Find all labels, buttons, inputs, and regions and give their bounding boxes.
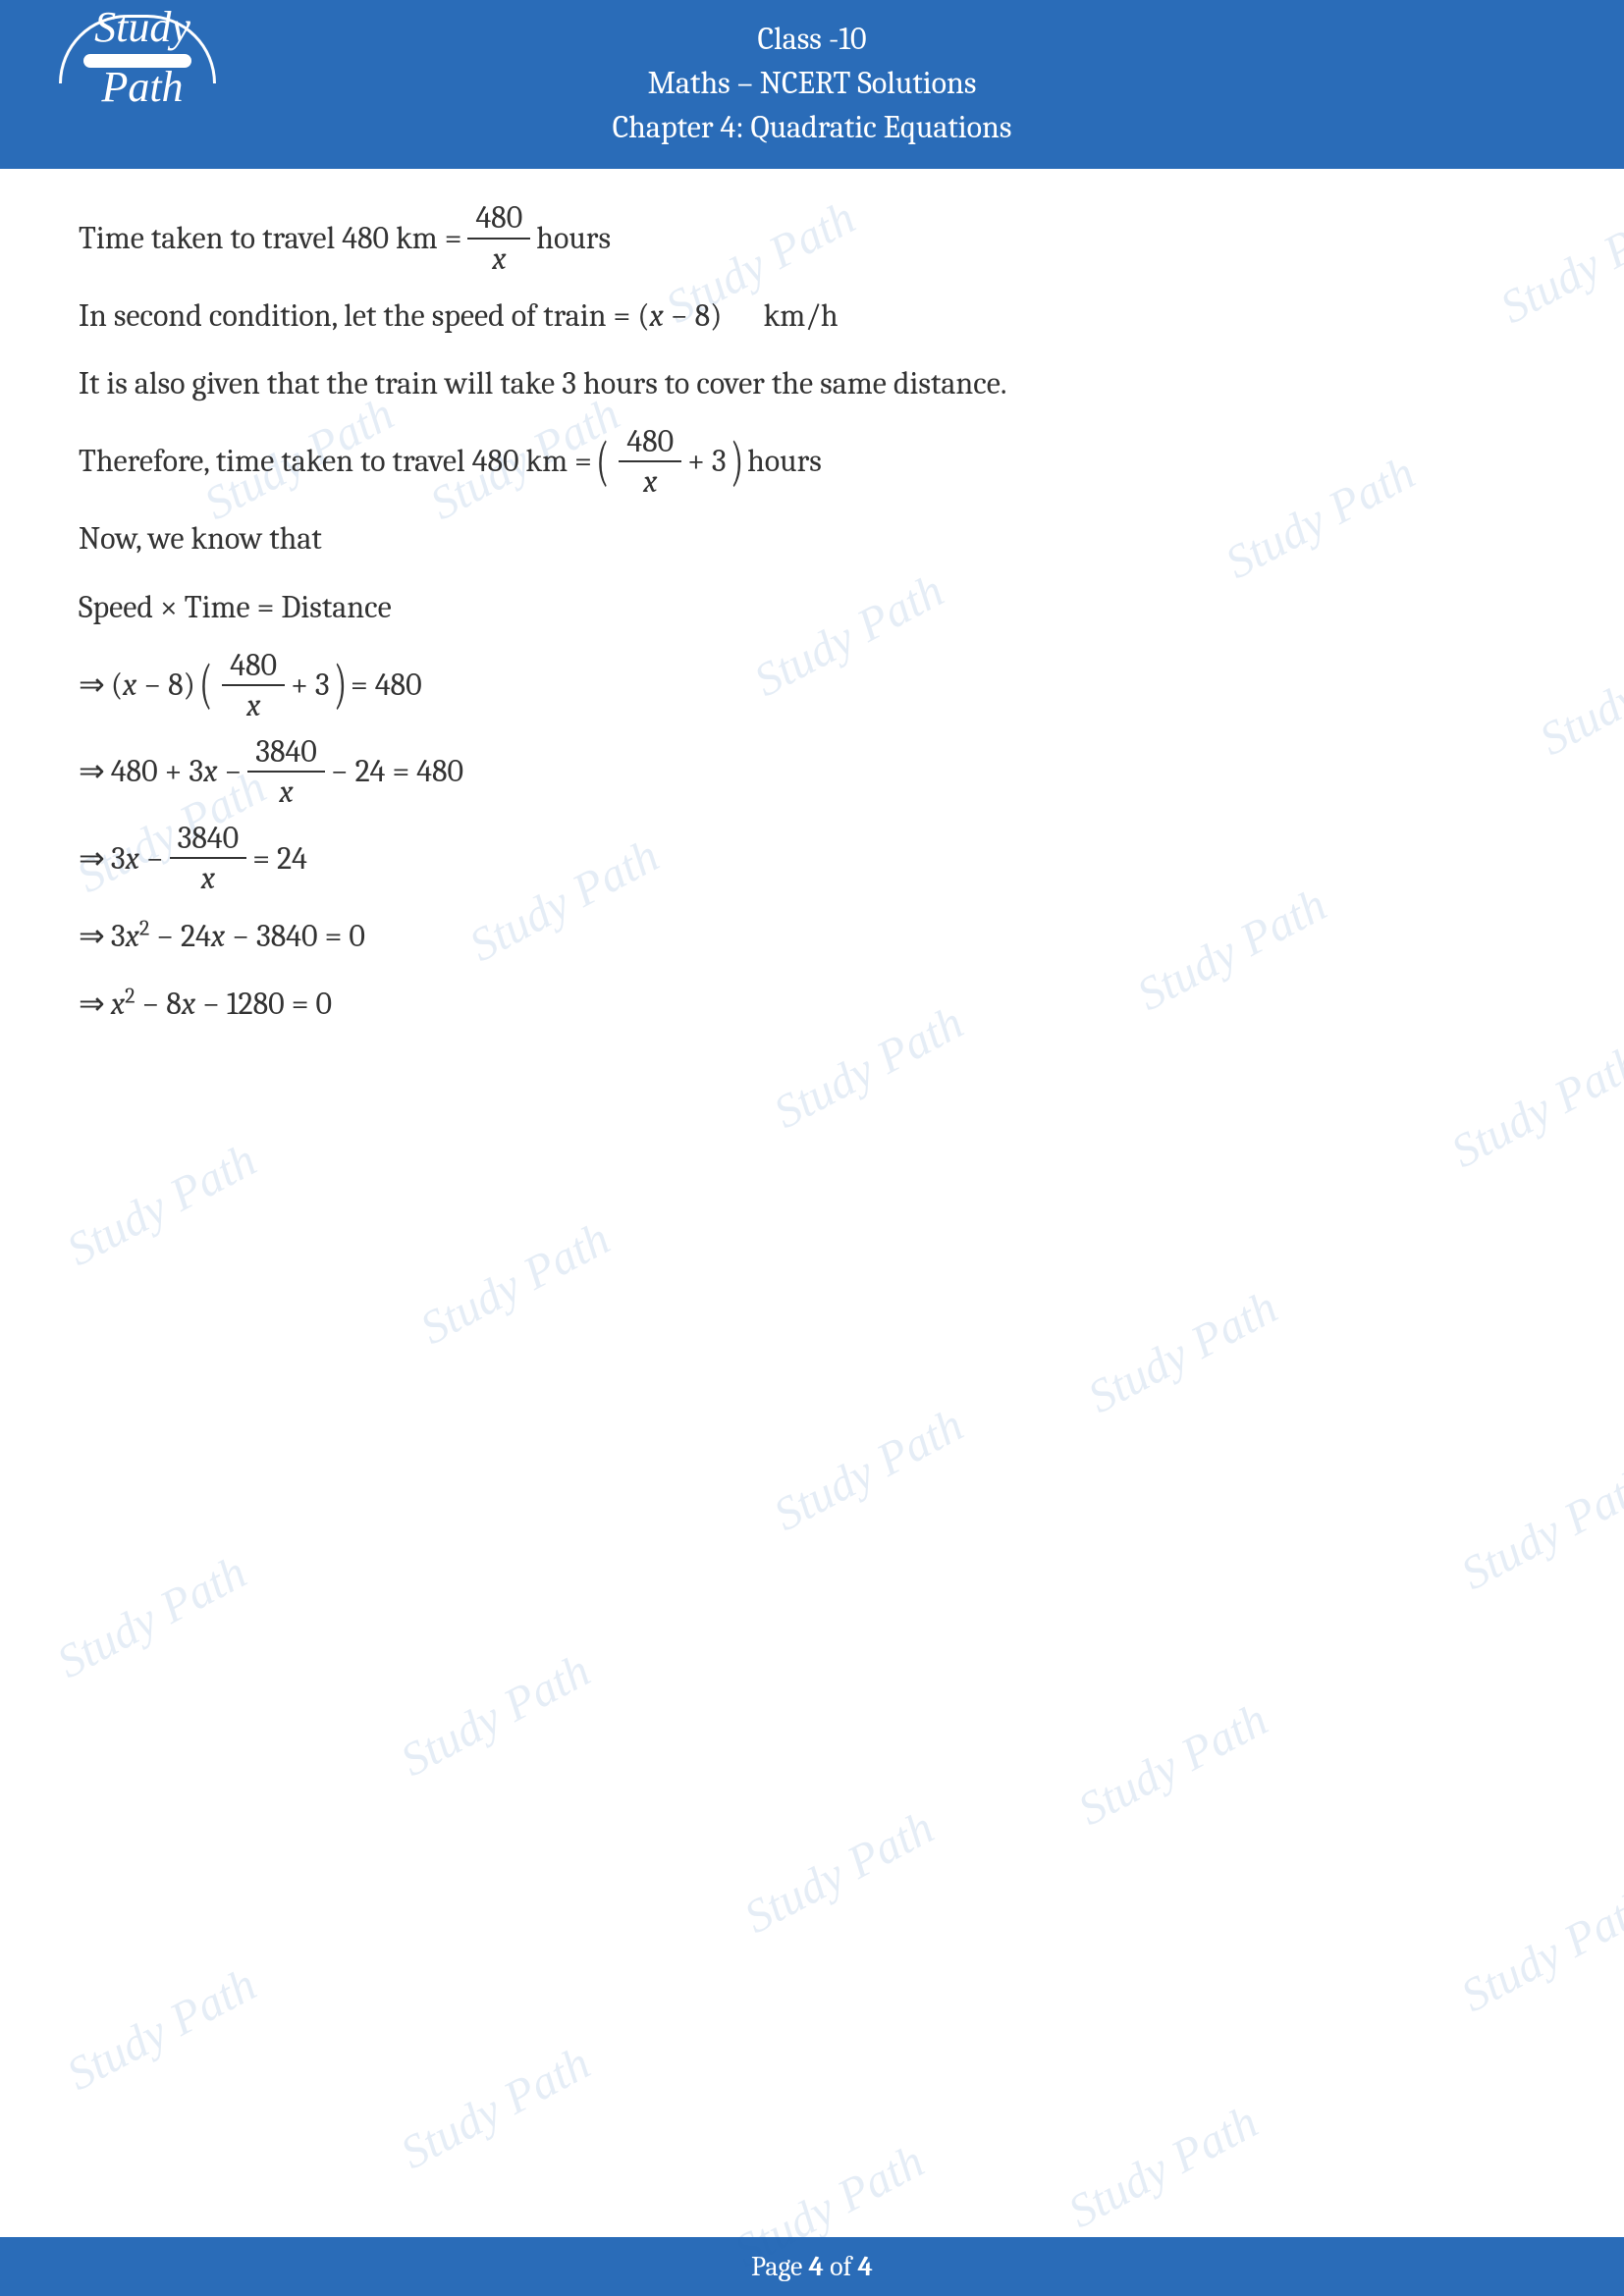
footer-total-pages: 4 — [858, 2251, 873, 2282]
fraction: 480 x — [467, 200, 530, 275]
watermark-text: Study Path — [735, 1800, 943, 1945]
watermark-text: Study Path — [58, 1133, 265, 1277]
line-3: It is also given that the train will tak… — [79, 355, 1545, 412]
line-1-pre: Time taken to travel 480 km = — [79, 210, 461, 267]
numerator: 480 — [619, 424, 681, 462]
denominator: x — [193, 859, 223, 895]
fraction: 3840 x — [170, 821, 247, 895]
line-9: ⇒3x − 3840 x = 24 — [79, 821, 1545, 895]
watermark-text: Study Path — [392, 2036, 599, 2180]
numerator: 3840 — [170, 821, 247, 859]
line-9-post: = 24 — [252, 830, 307, 887]
line-3-text: It is also given that the train will tak… — [79, 355, 1006, 412]
watermark-text: Study Path — [1079, 1280, 1286, 1424]
watermark-text: Study Path — [765, 1398, 972, 1542]
line-7-mid: + 3 — [291, 657, 330, 714]
left-paren-icon: ( — [199, 663, 212, 707]
line-1: Time taken to travel 480 km = 480 x hour… — [79, 200, 1545, 275]
line-1-post: hours — [536, 210, 611, 267]
denominator: x — [271, 773, 300, 809]
watermark-text: Study Path — [1452, 1457, 1624, 1601]
fraction: 480 x — [222, 648, 285, 722]
watermark-text: Study Path — [392, 1643, 599, 1788]
footer-current-page: 4 — [809, 2251, 824, 2282]
line-4-pre: Therefore, time taken to travel 480 km = — [79, 433, 592, 490]
fraction: 3840 x — [247, 734, 325, 809]
denominator: x — [635, 462, 665, 499]
line-2-text: In second condition, let the speed of tr… — [79, 288, 839, 345]
denominator: x — [484, 240, 514, 276]
watermark-text: Study Path — [1452, 1879, 1624, 2023]
watermark-text: Study Path — [411, 1211, 619, 1356]
page-header: Study Path Class -10 Maths – NCERT Solut… — [0, 0, 1624, 169]
line-9-pre: ⇒3x − — [79, 830, 164, 887]
line-4-post: hours — [747, 433, 822, 490]
header-subject: Maths – NCERT Solutions — [0, 62, 1624, 106]
numerator: 3840 — [247, 734, 325, 773]
watermark-text: Study Path — [58, 1957, 265, 2102]
numerator: 480 — [222, 648, 285, 686]
header-chapter: Chapter 4: Quadratic Equations — [0, 106, 1624, 150]
content-body: Time taken to travel 480 km = 480 x hour… — [0, 169, 1624, 1102]
line-4-mid: + 3 — [687, 433, 727, 490]
right-paren-icon: ) — [334, 663, 347, 707]
line-7-post: = 480 — [351, 657, 422, 714]
line-8-post: − 24 = 480 — [331, 743, 463, 800]
page-footer: Page 4 of 4 — [0, 2237, 1624, 2296]
line-11-text: ⇒x2 − 8x − 1280 = 0 — [79, 976, 332, 1033]
line-4: Therefore, time taken to travel 480 km =… — [79, 424, 1545, 499]
footer-prefix: Page — [751, 2251, 809, 2282]
line-8: ⇒480 + 3x − 3840 x − 24 = 480 — [79, 734, 1545, 809]
watermark-text: Study Path — [48, 1545, 255, 1689]
right-paren-icon: ) — [731, 440, 743, 484]
line-6-text: Speed × Time = Distance — [79, 579, 392, 636]
denominator: x — [239, 686, 268, 722]
line-2: In second condition, let the speed of tr… — [79, 288, 1545, 345]
line-5-text: Now, we know that — [79, 510, 322, 567]
line-11: ⇒x2 − 8x − 1280 = 0 — [79, 976, 1545, 1033]
footer-middle: of — [824, 2251, 858, 2282]
line-10: ⇒3x2 − 24x − 3840 = 0 — [79, 908, 1545, 965]
line-8-pre: ⇒480 + 3x − — [79, 743, 242, 800]
header-class: Class -10 — [0, 18, 1624, 62]
numerator: 480 — [467, 200, 530, 239]
watermark-text: Study Path — [1059, 2095, 1267, 2239]
watermark-text: Study Path — [1069, 1692, 1276, 1837]
line-5: Now, we know that — [79, 510, 1545, 567]
line-7-pre: ⇒(x − 8) — [79, 657, 195, 714]
line-10-text: ⇒3x2 − 24x − 3840 = 0 — [79, 908, 365, 965]
left-paren-icon: ( — [596, 440, 609, 484]
line-6: Speed × Time = Distance — [79, 579, 1545, 636]
line-7: ⇒(x − 8) ( 480 x + 3 ) = 480 — [79, 648, 1545, 722]
logo: Study Path — [39, 15, 236, 123]
logo-text: Study Path — [49, 0, 236, 118]
fraction: 480 x — [619, 424, 681, 499]
